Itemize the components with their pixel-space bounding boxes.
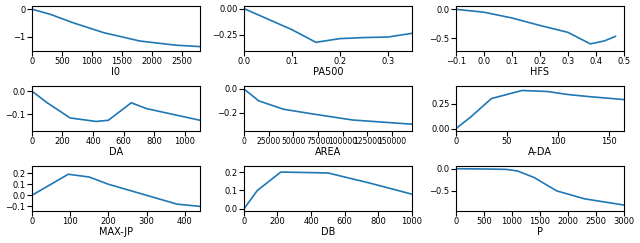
X-axis label: MAX-JP: MAX-JP (99, 227, 133, 237)
X-axis label: AREA: AREA (315, 148, 341, 157)
X-axis label: DB: DB (321, 227, 335, 237)
X-axis label: DA: DA (109, 148, 123, 157)
X-axis label: HFS: HFS (531, 67, 549, 77)
X-axis label: PA500: PA500 (313, 67, 343, 77)
X-axis label: A-DA: A-DA (528, 148, 552, 157)
X-axis label: P: P (537, 227, 543, 237)
X-axis label: I0: I0 (111, 67, 120, 77)
